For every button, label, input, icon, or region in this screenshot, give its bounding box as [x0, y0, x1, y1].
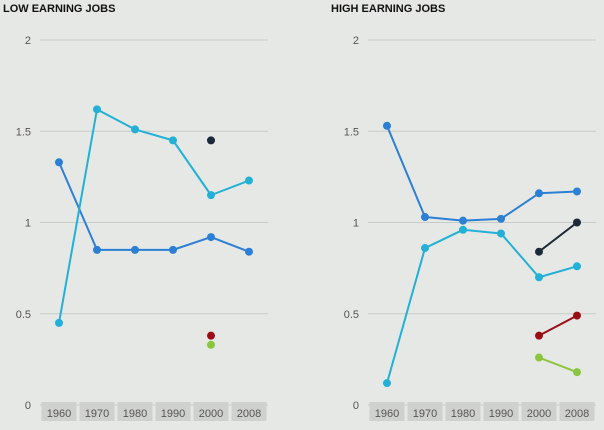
- panel-2-series-2-point: [535, 273, 543, 282]
- panel-1-x-tick-label: 1960: [47, 408, 71, 420]
- panel-1-series-1-point: [169, 245, 177, 254]
- panel-2-x-tick-box: [407, 402, 443, 421]
- panel-1-x-tick-label: 1990: [161, 408, 185, 420]
- panel-2-y-tick-label: 2: [353, 35, 359, 47]
- panel-2-series-2-point: [573, 262, 581, 271]
- panel-1-series-3-point: [207, 136, 215, 145]
- panel-1-series-1-point: [55, 158, 63, 167]
- panel-1-y-tick-label: 0: [25, 400, 31, 412]
- panel-1-series-2-point: [245, 176, 253, 185]
- panel-1-x-tick-box: [41, 402, 77, 421]
- panel-1-x-tick-box: [117, 402, 153, 421]
- panel-2-series-1-point: [459, 216, 467, 225]
- panel-2-x-tick-box: [559, 402, 595, 421]
- panel-2-title: HIGH EARNING JOBS: [331, 3, 445, 15]
- panel-1-title: LOW EARNING JOBS: [3, 3, 115, 15]
- panel-2-series-5-line: [538, 356, 578, 374]
- panel-1-series-2-point: [55, 318, 63, 327]
- panel-2-series-1-point: [535, 189, 543, 198]
- panel-2-x-tick-label: 1980: [451, 408, 475, 420]
- panel-1-series-2-point: [131, 125, 139, 134]
- panel-1-x-tick-label: 2008: [237, 408, 261, 420]
- panel-2-x-tick-label: 2000: [527, 408, 551, 420]
- panel-1-series-2-point: [207, 191, 215, 200]
- panel-2-series-2-line: [386, 228, 578, 385]
- panel-1-x-tick-label: 1970: [85, 408, 109, 420]
- panel-2-series-1-point: [383, 121, 391, 130]
- panel-2-series-4-point: [535, 331, 543, 340]
- panel-1-x-tick-label: 2000: [199, 408, 223, 420]
- panel-2-x-tick-label: 1990: [489, 408, 513, 420]
- panel-2-y-tick-label: 1: [353, 218, 359, 230]
- panel-1-y-tick-label: 1.5: [16, 126, 31, 138]
- panel-1-x-tick-box: [231, 402, 267, 421]
- panel-2-series-5-point: [535, 353, 543, 362]
- panel-1-series-1-line: [58, 161, 250, 253]
- panel-1-y-tick-label: 0.5: [16, 309, 31, 321]
- panel-2-series-1-line: [386, 124, 578, 222]
- panel-1-series-1-point: [207, 233, 215, 242]
- panel-2-series-1-point: [573, 187, 581, 196]
- panel-2-x-tick-box: [483, 402, 519, 421]
- panel-2-y-tick-label: 1.5: [344, 126, 359, 138]
- panel-1-y-tick-label: 2: [25, 35, 31, 47]
- panel-1-x-tick-box: [79, 402, 115, 421]
- panel-2-x-tick-label: 1970: [413, 408, 437, 420]
- panel-2-series-1-point: [497, 214, 505, 223]
- panel-2-x-tick-box: [445, 402, 481, 421]
- panel-2-series-2-point: [383, 379, 391, 388]
- panel-1-series-2-line: [58, 108, 250, 324]
- panel-2-x-tick-box: [521, 402, 557, 421]
- panel-1-series-1-point: [131, 245, 139, 254]
- panel-2-y-tick-label: 0.5: [344, 309, 359, 321]
- panel-2-series-1-point: [421, 213, 429, 222]
- panel-2-x-tick-box: [369, 402, 405, 421]
- panel-2-x-tick-label: 2008: [565, 408, 589, 420]
- panel-1-series-1-point: [93, 245, 101, 254]
- panel-1-series-2-point: [169, 136, 177, 145]
- panel-1-x-tick-label: 1980: [123, 408, 147, 420]
- panel-2-series-5-point: [573, 368, 581, 377]
- panel-2-series-2-point: [497, 229, 505, 238]
- panel-2-x-tick-label: 1960: [375, 408, 399, 420]
- panel-1-x-tick-box: [193, 402, 229, 421]
- panel-2-series-2-point: [459, 225, 467, 234]
- panel-1-series-4-point: [207, 331, 215, 340]
- panel-1-y-tick-label: 1: [25, 218, 31, 230]
- panel-1-x-tick-box: [155, 402, 191, 421]
- panel-2-y-tick-label: 0: [353, 400, 359, 412]
- panel-2-series-4-point: [573, 311, 581, 320]
- panel-2-series-3-point: [573, 218, 581, 227]
- panel-2-series-3-point: [535, 247, 543, 256]
- panel-1-series-1-point: [245, 247, 253, 256]
- panel-2-series-3-line: [538, 221, 578, 253]
- panel-2-series-4-line: [538, 314, 578, 337]
- panel-1-series-2-point: [93, 105, 101, 114]
- panel-1-series-5-point: [207, 340, 215, 349]
- panel-2-series-2-point: [421, 244, 429, 253]
